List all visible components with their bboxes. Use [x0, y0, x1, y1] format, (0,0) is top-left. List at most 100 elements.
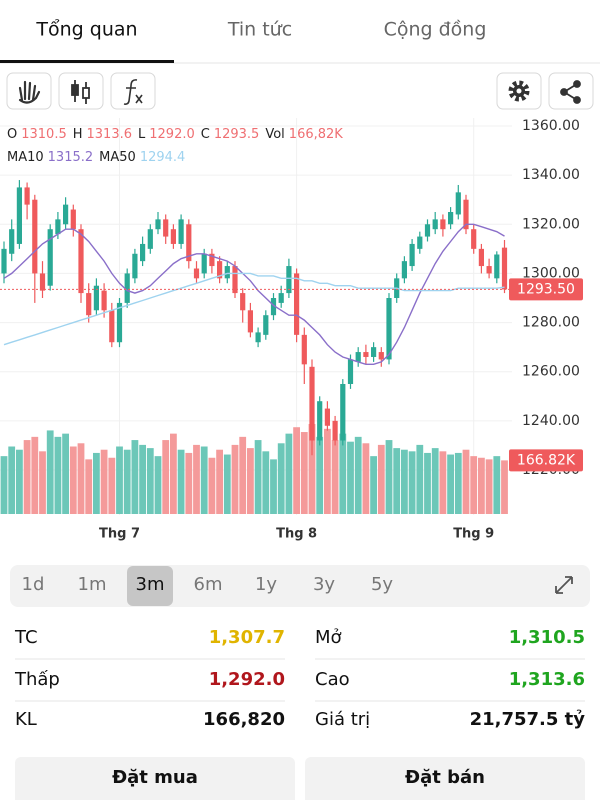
period-option[interactable]: 3y [313, 574, 335, 595]
volume-bar [16, 449, 23, 514]
y-tick-label: 1240.00 [522, 413, 580, 429]
volume-bar [146, 448, 154, 514]
period-option[interactable]: 1d [22, 574, 45, 595]
stat-label: Mở [315, 627, 342, 648]
volume-bar [100, 449, 108, 514]
volume-bar [362, 443, 370, 514]
buy-button[interactable] [15, 757, 295, 800]
candle-body [324, 408, 330, 426]
y-tick-label: 1260.00 [522, 364, 580, 380]
candle-body [240, 293, 246, 311]
volume-bar [247, 448, 254, 514]
candle-body [209, 253, 215, 267]
volume-bar [93, 452, 100, 514]
volume-bar [116, 446, 123, 514]
legend-label: H [73, 127, 83, 142]
stat-value: 166,820 [203, 709, 285, 730]
volume-bar [416, 444, 424, 514]
volume-bar [177, 449, 185, 514]
period-option[interactable]: 5y [371, 574, 393, 595]
volume-bar [123, 449, 131, 514]
volume-bar [478, 457, 485, 514]
expand-icon[interactable] [555, 576, 573, 594]
volume-bar [185, 452, 193, 514]
volume-bar [462, 449, 470, 514]
volume-bar [270, 459, 277, 514]
volume-bar [501, 460, 508, 514]
candle-body [224, 266, 230, 279]
candle-body [132, 253, 138, 279]
ma50-line [3, 272, 505, 346]
volume-bar [254, 440, 262, 514]
period-option[interactable]: 1y [255, 574, 277, 595]
candle-body [340, 384, 346, 441]
volume-bar [300, 432, 308, 514]
volume-bar [470, 456, 478, 514]
candle-body [101, 290, 107, 311]
action-label[interactable]: Đặt mua [112, 767, 198, 788]
share-button[interactable] [548, 72, 594, 110]
candle-body [286, 266, 292, 294]
legend-value: 1310.5 [21, 127, 67, 142]
volume-bar [216, 449, 223, 514]
candle-body [448, 212, 454, 225]
legend-value: 1293.5 [214, 127, 260, 142]
candle-button[interactable] [58, 72, 104, 110]
candle-body [478, 248, 484, 267]
legend-value: 1292.0 [149, 127, 195, 142]
candle-body [371, 347, 377, 357]
candle-body [193, 268, 200, 279]
volume-bar [85, 459, 93, 514]
volume-bar [200, 446, 208, 514]
volume-bar [493, 456, 501, 514]
settings-button[interactable] [496, 72, 542, 110]
tab[interactable]: Tổng quan [35, 19, 137, 41]
volume-bar [262, 451, 270, 514]
volume-bar [447, 454, 454, 514]
candle-body [255, 332, 261, 343]
candle-body [294, 273, 300, 335]
hand-button[interactable] [6, 72, 52, 110]
volume-bar [139, 444, 146, 514]
volume-bar [285, 433, 293, 514]
candle-body [401, 261, 407, 279]
candle-body [116, 302, 123, 343]
ma_text-legend: MA10 1315.2 MA50 1294.4 [7, 150, 185, 165]
candle-body [455, 192, 461, 215]
candle-body [170, 229, 176, 244]
candle-body [378, 352, 384, 360]
candle-body [501, 247, 508, 290]
share-icon [560, 80, 581, 104]
gear-icon [508, 80, 530, 102]
toolbar [6, 72, 594, 110]
sell-button[interactable] [305, 757, 585, 800]
candle-body [386, 298, 392, 360]
period-option[interactable]: 3m [136, 574, 165, 595]
candle-body [347, 359, 354, 384]
candle-body [417, 236, 423, 249]
period-option[interactable]: 6m [194, 574, 223, 595]
volume-bar [77, 443, 85, 514]
legend-label: MA10 [7, 150, 44, 165]
candle-body [9, 229, 15, 254]
candle-body [47, 229, 53, 286]
candle-body [301, 334, 307, 365]
period-option[interactable]: 1m [78, 574, 107, 595]
legend-value: 1313.6 [87, 127, 133, 142]
tab[interactable]: Tin tức [227, 19, 292, 41]
last-price-tag [509, 278, 583, 301]
volume-bar [31, 436, 39, 514]
candle-body [32, 199, 38, 274]
action-label[interactable]: Đặt bán [405, 767, 485, 788]
volume-bar [162, 440, 170, 514]
stat-value: 21,757.5 tỷ [470, 709, 586, 730]
stat-value: 1,313.6 [509, 669, 585, 690]
y-tick-label: 1300.00 [522, 265, 580, 281]
indicator-button[interactable] [110, 72, 156, 110]
tab[interactable]: Cộng đồng [384, 19, 487, 41]
candle-body [270, 298, 277, 316]
candle-body [217, 261, 223, 279]
stat-value: 1,310.5 [509, 627, 585, 648]
